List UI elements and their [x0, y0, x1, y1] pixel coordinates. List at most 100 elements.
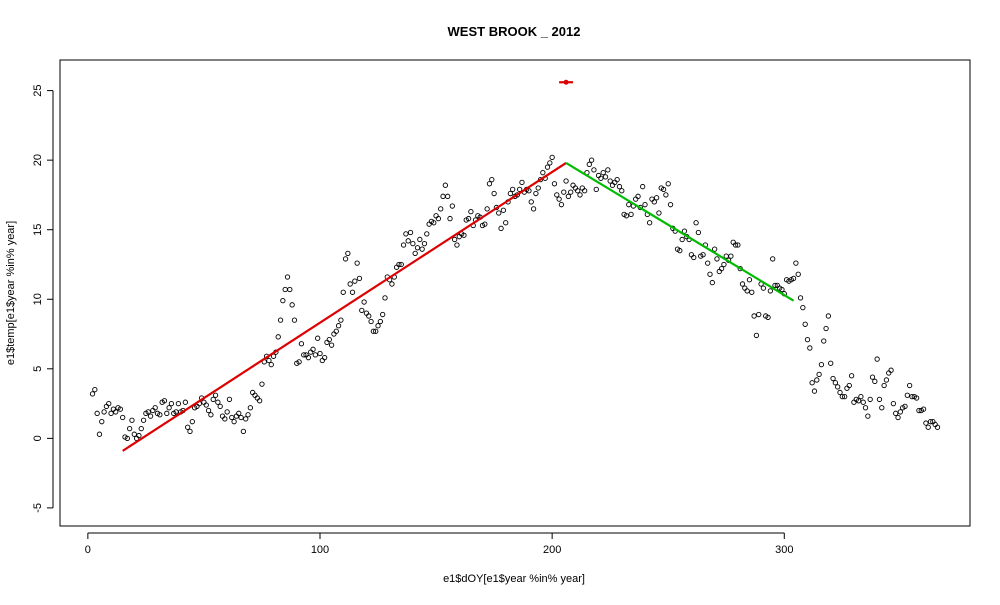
data-point [438, 206, 444, 212]
data-point [888, 367, 894, 373]
data-point [338, 317, 344, 323]
data-point [268, 361, 274, 368]
data-point [419, 246, 425, 252]
data-point [185, 424, 191, 430]
data-point [607, 178, 613, 184]
data-point [925, 424, 931, 430]
data-point [152, 405, 158, 411]
data-point [934, 424, 941, 430]
data-point [565, 193, 572, 199]
data-point [839, 393, 845, 400]
data-point [825, 313, 832, 319]
y-tick-label: 5 [32, 366, 44, 372]
data-point [189, 419, 195, 425]
data-point [389, 281, 395, 287]
data-point [904, 392, 910, 398]
data-point [890, 400, 897, 407]
data-point [821, 338, 827, 344]
data-point [136, 432, 142, 439]
data-point [923, 420, 929, 426]
data-point [377, 318, 384, 325]
data-point [310, 346, 316, 352]
data-point [182, 399, 189, 405]
data-point [677, 247, 683, 254]
data-point [519, 179, 525, 186]
data-point [693, 220, 699, 226]
data-point [874, 356, 880, 362]
data-point [779, 286, 785, 293]
data-point [876, 396, 883, 403]
data-point [832, 380, 839, 386]
data-point [215, 399, 221, 405]
data-point [222, 416, 228, 422]
data-point [577, 192, 583, 198]
data-point [909, 393, 915, 400]
data-point [765, 314, 771, 320]
data-point [106, 400, 112, 407]
data-point [373, 328, 379, 334]
data-point [259, 381, 265, 387]
data-point [581, 188, 588, 194]
falling-fit-line [565, 161, 795, 302]
data-point [640, 183, 646, 190]
data-point [333, 328, 339, 334]
data-point [705, 260, 711, 266]
data-point [739, 281, 746, 287]
fit-lines [122, 161, 795, 452]
data-point [623, 213, 630, 219]
data-point [175, 400, 182, 407]
data-point [516, 186, 523, 193]
y-axis-label: e1$temp[e1$year %in% year] [5, 221, 17, 365]
data-point [897, 409, 904, 415]
data-point [124, 435, 130, 442]
data-point [837, 389, 843, 396]
data-point [586, 161, 592, 167]
data-point [707, 271, 713, 277]
data-point [556, 196, 562, 202]
data-point [366, 313, 372, 319]
data-point [256, 398, 263, 404]
data-point [449, 203, 455, 209]
data-point [243, 416, 249, 422]
data-point [403, 231, 409, 237]
data-point [828, 360, 834, 366]
plot-frame [59, 59, 971, 527]
data-point [440, 193, 446, 199]
data-point [811, 388, 818, 394]
data-point [902, 403, 908, 410]
data-point [210, 396, 216, 403]
data-points [89, 154, 941, 442]
data-point [767, 288, 774, 294]
data-point [129, 417, 135, 423]
data-point [203, 402, 209, 408]
data-point [229, 414, 235, 421]
data-point [398, 261, 404, 268]
data-point [368, 318, 374, 325]
data-point [807, 345, 813, 351]
data-point [359, 307, 365, 314]
data-point [616, 183, 623, 190]
data-point [275, 334, 281, 340]
data-point [101, 409, 107, 415]
data-point [412, 250, 418, 257]
data-point [291, 317, 298, 323]
data-point [126, 425, 133, 432]
data-point [895, 414, 901, 421]
y-axis: -5 0 5 10 15 20 25 [32, 84, 54, 513]
data-point [893, 410, 899, 416]
data-point [312, 352, 319, 358]
highlight-marker [559, 79, 574, 85]
x-tick-label: 0 [85, 544, 91, 556]
data-point [841, 393, 848, 400]
data-point [591, 167, 597, 173]
data-point [301, 352, 307, 358]
data-point [120, 414, 126, 421]
data-point [496, 210, 502, 216]
data-point [461, 232, 467, 238]
data-point [326, 336, 332, 343]
data-point [328, 342, 335, 348]
data-point [161, 398, 168, 404]
data-point [614, 176, 620, 183]
data-point [503, 220, 509, 226]
data-point [872, 378, 878, 384]
